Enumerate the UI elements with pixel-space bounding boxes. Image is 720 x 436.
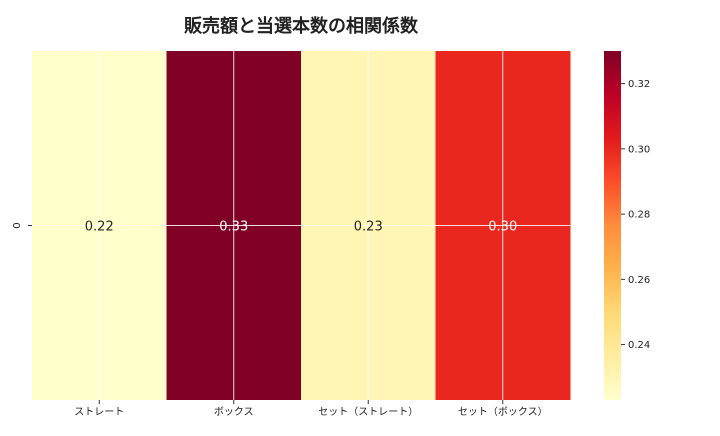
x-axis: ストレート ボックス セット（ストレート） セット（ボックス） xyxy=(74,400,548,418)
heatmap-value-labels: 0.22 0.33 0.23 0.30 xyxy=(85,220,517,235)
x-tick-label: ストレート xyxy=(74,407,124,418)
heatmap-grid xyxy=(32,51,570,400)
x-tick-label: セット（ストレート） xyxy=(318,406,418,418)
heatmap-value-label: 0.23 xyxy=(354,220,383,235)
colorbar-tick-label: 0.30 xyxy=(628,144,650,155)
colorbar-tick-label: 0.32 xyxy=(628,79,650,90)
chart-title: 販売額と当選本数の相関係数 xyxy=(184,15,419,37)
x-tick-label: ボックス xyxy=(214,406,254,418)
colorbar-tick-label: 0.28 xyxy=(628,210,650,221)
colorbar: 0.24 0.26 0.28 0.30 0.32 xyxy=(604,51,650,400)
heatmap-value-label: 0.33 xyxy=(219,220,248,235)
colorbar-tick-label: 0.24 xyxy=(628,340,650,351)
colorbar-gradient xyxy=(604,51,621,400)
heatmap-value-label: 0.22 xyxy=(85,220,114,235)
y-axis: 0 xyxy=(12,222,32,229)
x-tick-label: セット（ボックス） xyxy=(458,406,548,418)
heatmap-value-label: 0.30 xyxy=(488,220,517,235)
y-tick-label: 0 xyxy=(12,222,23,228)
colorbar-tick-label: 0.26 xyxy=(628,275,650,286)
